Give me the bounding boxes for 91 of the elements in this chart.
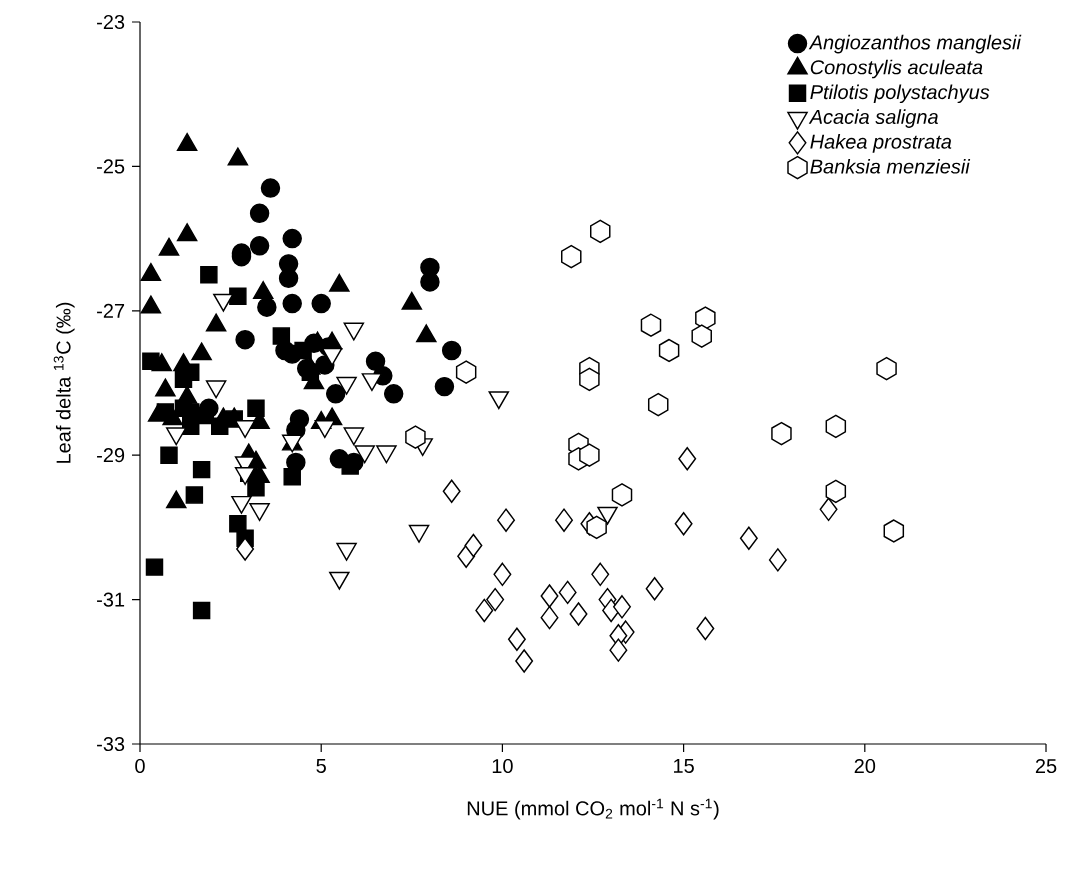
point	[185, 486, 204, 504]
point	[192, 460, 211, 479]
y-tick-label: -31	[97, 592, 125, 607]
point	[145, 558, 164, 576]
x-tick-label: 0	[135, 758, 145, 774]
point	[691, 324, 712, 348]
point	[876, 356, 897, 381]
point	[434, 376, 455, 397]
point	[613, 595, 631, 619]
legend-label: Banksia menziesii	[810, 158, 971, 174]
point	[555, 508, 573, 532]
point	[174, 370, 193, 389]
point	[486, 587, 505, 612]
point	[272, 327, 291, 345]
point	[260, 178, 281, 198]
y-tick-label: -33	[97, 736, 125, 752]
y-tick-label: -27	[97, 303, 125, 318]
point	[311, 293, 331, 314]
point	[589, 219, 611, 244]
y-tick-label: -23	[97, 14, 125, 30]
point	[249, 236, 270, 256]
point	[540, 584, 559, 608]
point	[561, 244, 582, 269]
point	[695, 306, 716, 330]
point	[420, 272, 440, 292]
point	[611, 483, 633, 507]
point	[507, 627, 526, 652]
point	[405, 425, 426, 449]
point	[540, 605, 559, 630]
y-tick-label: -29	[97, 448, 125, 463]
point	[441, 340, 462, 361]
x-tick-label: 15	[674, 758, 694, 773]
point	[493, 562, 512, 587]
point	[771, 421, 792, 446]
point	[739, 526, 758, 550]
point	[283, 468, 301, 486]
point	[229, 287, 247, 306]
point	[825, 479, 847, 504]
point	[142, 352, 160, 371]
point	[247, 399, 265, 418]
y-tick-label: -25	[97, 159, 125, 174]
point	[658, 338, 680, 363]
point	[515, 649, 534, 673]
point	[678, 447, 697, 471]
point	[235, 329, 255, 350]
point	[883, 519, 905, 543]
point	[569, 602, 588, 626]
point	[282, 293, 302, 314]
point	[647, 392, 669, 417]
point	[558, 580, 577, 605]
point	[640, 313, 662, 337]
point	[282, 228, 302, 249]
point	[236, 537, 255, 561]
point	[674, 512, 693, 536]
point	[464, 533, 483, 558]
legend-label: Hakea prostrata	[810, 134, 952, 153]
legend-label: Ptilotis polystachyus	[810, 84, 990, 104]
x-tick-label: 10	[492, 758, 513, 774]
x-tick-label: 20	[854, 758, 876, 774]
y-axis-title: Leaf delta $^{13}$C (‰)	[53, 302, 75, 463]
point	[383, 384, 404, 404]
point	[696, 616, 715, 641]
legend-label: Angiozanthos manglesii	[808, 34, 1022, 54]
point	[825, 414, 847, 439]
point	[160, 446, 178, 464]
point	[586, 515, 607, 540]
point	[645, 577, 664, 601]
point	[475, 598, 494, 623]
point	[365, 351, 386, 372]
point	[192, 601, 211, 620]
point	[325, 384, 346, 404]
point	[579, 367, 600, 392]
x-tick-label: 5	[316, 758, 326, 773]
point	[249, 203, 270, 224]
point	[768, 548, 787, 572]
point	[819, 497, 838, 522]
point	[301, 363, 320, 381]
point	[442, 479, 461, 504]
point	[609, 638, 628, 662]
legend-label: Acacia saligna	[808, 109, 938, 128]
point	[294, 341, 312, 360]
point	[579, 443, 600, 467]
x-tick-label: 25	[1035, 758, 1057, 774]
point	[278, 268, 299, 289]
point	[591, 562, 610, 587]
point	[257, 297, 277, 317]
x-axis-title: NUE (mmol CO$_{2}$ mol$^{-1}$ N s$^{-1}$)	[467, 798, 719, 820]
point	[497, 508, 516, 532]
point	[455, 360, 477, 384]
legend-label: Conostylis aculeata	[810, 59, 983, 79]
point	[200, 265, 218, 284]
